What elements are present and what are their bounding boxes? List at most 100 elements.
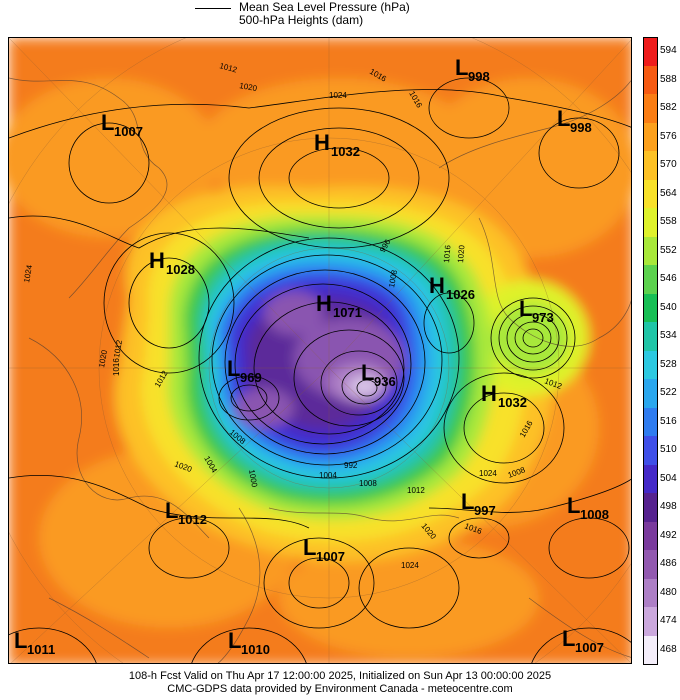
meridian <box>328 39 631 369</box>
low-pressure-marker: L <box>227 356 240 381</box>
isobar-label: 1024 <box>401 561 419 570</box>
low-pressure-marker: L <box>361 360 374 385</box>
pressure-value: 969 <box>240 370 262 385</box>
colorbar-cell <box>643 407 658 437</box>
low-pressure-marker: L <box>461 489 474 514</box>
band-576-south <box>279 538 539 658</box>
data-credit-line: CMC-GDPS data provided by Environment Ca… <box>167 683 513 695</box>
colorbar-cell <box>643 265 658 294</box>
isobar-label: 1020 <box>97 349 109 369</box>
colorbar-cell <box>643 521 658 551</box>
colorbar-cell <box>643 208 658 237</box>
legend-heights-label: 500-hPa Heights (dam) <box>239 13 364 27</box>
isobar <box>443 372 565 484</box>
pressure-value: 936 <box>374 374 396 389</box>
isobar-label: 1016 <box>112 358 121 376</box>
colorbar-label: 582 <box>660 102 677 114</box>
colorbar-label: 468 <box>660 643 677 655</box>
high-pressure-marker: H <box>481 381 497 406</box>
colorbar-cell <box>643 65 658 95</box>
isobar <box>288 147 390 209</box>
isobar-label: 1024 <box>329 91 347 100</box>
high-pressure-marker: H <box>316 291 332 316</box>
isobar <box>514 321 552 355</box>
colorbar-cell <box>643 151 658 180</box>
coastline <box>48 597 150 659</box>
colorbar-cell <box>643 37 658 66</box>
colorbar-cell <box>643 379 658 408</box>
colorbar-cell <box>643 350 658 380</box>
isobar <box>498 305 568 371</box>
colorbar-cell <box>643 94 658 123</box>
pressure-value: 1032 <box>498 395 527 410</box>
isobar <box>358 547 460 629</box>
isobar <box>224 269 426 455</box>
map-footer: 108-h Fcst Valid on Thu Apr 17 12:00:00 … <box>0 670 680 696</box>
isobar-label: 1012 <box>112 339 124 359</box>
isobar <box>506 313 560 363</box>
pressure-value: 1007 <box>114 124 143 139</box>
colorbar-label: 546 <box>660 273 677 285</box>
legend-line-swatch <box>195 8 231 9</box>
colorbar-label: 522 <box>660 387 677 399</box>
colorbar-label: 558 <box>660 216 677 228</box>
meridian <box>10 367 330 663</box>
isobar <box>228 107 450 249</box>
colorbar-cell <box>643 179 658 209</box>
colorbar-cell <box>643 607 658 636</box>
isobar-label: 1012 <box>407 486 425 495</box>
weather-map: 1012 1016 1020 1024 1016 1012 1020 1016 1012 1008… <box>8 37 632 664</box>
map-legend: Mean Sea Level Pressure (hPa) 500-hPa He… <box>195 0 495 31</box>
height-colorbar: 594 588 582 576 570 564 558 552 546 540 534 528 522 5… <box>643 37 679 665</box>
isobar <box>428 478 631 513</box>
meridian <box>9 38 330 369</box>
isobar-label: 1008 <box>387 269 399 289</box>
pressure-value: 1008 <box>580 507 609 522</box>
colorbar-cell <box>643 293 658 323</box>
colorbar-label: 492 <box>660 529 677 541</box>
pressure-value: 998 <box>570 120 592 135</box>
coastline <box>217 507 261 663</box>
low-pressure-marker: L <box>165 498 178 523</box>
pressure-value: 1007 <box>575 640 604 655</box>
colorbar-cell <box>643 493 658 522</box>
colorbar-label: 570 <box>660 159 677 171</box>
colorbar-label: 564 <box>660 187 677 199</box>
low-pressure-marker: L <box>303 535 316 560</box>
isobar <box>103 232 235 374</box>
isobar <box>423 292 475 354</box>
colorbar-cell <box>643 578 658 608</box>
isobar-label: 1016 <box>442 244 453 263</box>
isobar-label: 992 <box>344 461 358 470</box>
coastline <box>9 77 168 299</box>
isobar <box>293 329 405 427</box>
isobar <box>191 627 307 663</box>
low-pressure-marker: L <box>557 106 570 131</box>
colorbar-label: 480 <box>660 586 677 598</box>
isobar-label: 1000 <box>247 469 259 489</box>
isobar-label: 1008 <box>359 479 377 488</box>
isobar <box>263 537 375 629</box>
coastline <box>28 337 210 539</box>
colorbar-label: 552 <box>660 244 677 256</box>
low-pressure-marker: L <box>101 110 114 135</box>
high-pressure-marker: H <box>429 273 445 298</box>
pressure-value: 1028 <box>166 262 195 277</box>
pressure-value: 998 <box>468 69 490 84</box>
colorbar-cell <box>643 122 658 152</box>
low-pressure-marker: L <box>228 628 241 653</box>
isobar <box>148 517 230 579</box>
colorbar-cell <box>643 464 658 494</box>
isobar <box>448 517 510 559</box>
pressure-value: 1032 <box>331 144 360 159</box>
pressure-value: 1010 <box>241 642 270 657</box>
colorbar-label: 504 <box>660 472 677 484</box>
coastline <box>528 597 631 658</box>
isobar <box>68 122 150 204</box>
isobar <box>211 254 443 466</box>
isobar <box>9 627 97 663</box>
colorbar-cell <box>643 550 658 579</box>
legend-mslp-label: Mean Sea Level Pressure (hPa) <box>239 0 410 14</box>
